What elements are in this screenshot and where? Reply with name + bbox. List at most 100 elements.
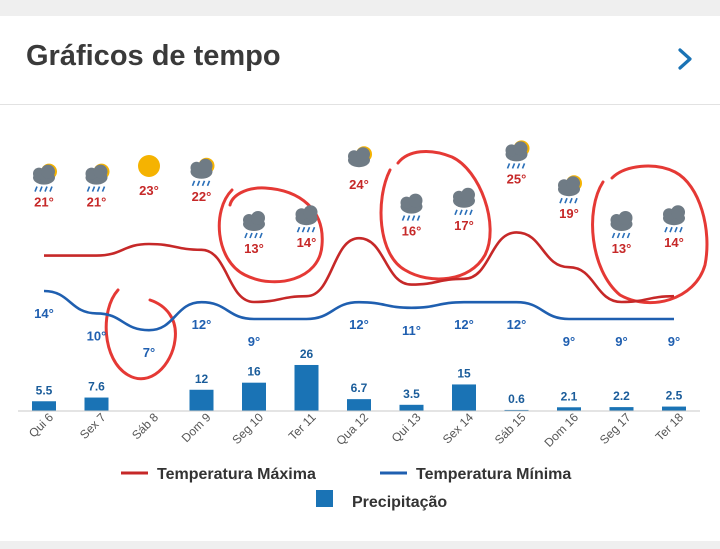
min-temp-label: 9° <box>668 334 680 349</box>
max-temp-label: 19° <box>559 206 579 221</box>
precip-label: 2.5 <box>666 389 683 403</box>
precip-bar <box>242 382 266 411</box>
x-tick-label: Dom 16 <box>542 410 582 450</box>
rain-drops-icon <box>611 232 631 239</box>
min-temp-label: 11° <box>402 323 421 338</box>
card-title: Gráficos de tempo <box>26 40 281 72</box>
precip-bar <box>662 406 686 411</box>
precip-bar <box>347 399 371 411</box>
min-temp-label: 12° <box>192 317 212 332</box>
precip-bar <box>504 409 529 411</box>
max-temp-label: 21° <box>34 195 54 210</box>
legend-min-label: Temperatura Mínima <box>416 466 571 483</box>
rain-cloud-sun-icon <box>558 175 582 204</box>
cloud-icon-part <box>453 187 475 208</box>
precip-bar <box>452 384 476 411</box>
precip-bar <box>609 407 634 411</box>
x-tick-label: Sex 7 <box>77 410 109 442</box>
rain-drops-icon <box>244 232 263 239</box>
precip-label: 15 <box>457 366 471 380</box>
cloud-icon-part <box>505 141 528 162</box>
rain-cloud-icon <box>610 211 633 239</box>
max-temp-label: 14° <box>664 235 684 250</box>
precip-bar <box>399 404 424 411</box>
x-tick-label: Ter 18 <box>653 410 687 444</box>
min-temp-label: 9° <box>615 334 627 349</box>
precip-label: 16 <box>247 365 261 379</box>
rain-cloud-icon <box>453 187 475 216</box>
min-temp-line <box>43 289 674 332</box>
annotation-scribble <box>104 288 177 381</box>
min-temp-label: 7° <box>143 345 155 360</box>
max-temp-label: 13° <box>244 241 264 256</box>
max-temp-label: 17° <box>454 218 474 233</box>
max-temp-label: 25° <box>507 171 527 186</box>
x-tick-label: Sex 14 <box>440 410 477 447</box>
sun-icon <box>138 155 160 177</box>
min-temp-label: 9° <box>563 334 575 349</box>
max-temp-label: 22° <box>192 189 212 204</box>
precip-label: 2.1 <box>561 389 578 403</box>
annotation-scribble <box>591 164 709 305</box>
rain-cloud-sun-icon <box>85 163 110 193</box>
chevron-right-icon[interactable] <box>672 44 698 74</box>
card-header[interactable]: Gráficos de tempo <box>0 16 720 105</box>
legend-precip-swatch <box>316 490 333 507</box>
legend-max-label: Temperatura Máxima <box>157 466 316 483</box>
precip-label: 3.5 <box>403 387 420 401</box>
rain-drops-icon <box>506 162 526 170</box>
rain-cloud-icon <box>243 211 265 239</box>
cloud-icon-part <box>400 193 423 214</box>
rain-drops-icon <box>454 209 473 216</box>
precip-label: 2.2 <box>613 389 630 403</box>
rain-drops-icon <box>401 214 421 222</box>
precip-bar <box>557 407 581 411</box>
annotation-scribble <box>379 150 492 281</box>
rain-cloud-icon <box>663 205 685 233</box>
x-tick-label: Qui 13 <box>389 410 424 445</box>
x-tick-label: Dom 9 <box>179 410 214 445</box>
cloud-sun-icon <box>348 146 372 168</box>
max-temp-label: 13° <box>612 241 632 256</box>
x-tick-label: Seg 17 <box>597 410 634 447</box>
min-temp-label: 12° <box>349 317 369 332</box>
min-temp-label: 10° <box>87 328 107 343</box>
x-tick-label: Ter 11 <box>286 410 319 443</box>
cloud-icon-part <box>558 176 580 197</box>
rain-drops-icon <box>86 185 106 193</box>
precip-bar <box>32 401 56 411</box>
x-tick-label: Qua 12 <box>333 410 371 448</box>
min-temp-label: 9° <box>248 334 260 349</box>
rain-cloud-sun-icon <box>505 140 530 170</box>
precip-label: 12 <box>195 372 209 386</box>
min-temp-label: 12° <box>454 317 474 332</box>
precip-bar <box>294 364 319 411</box>
annotation-scribble <box>217 186 324 284</box>
max-temp-label: 14° <box>297 235 317 250</box>
max-temp-line <box>44 231 675 304</box>
min-temp-label: 14° <box>34 306 54 321</box>
cloud-icon-part <box>190 158 213 179</box>
rain-cloud-icon <box>400 193 423 222</box>
cloud-icon-part <box>33 164 55 185</box>
rain-drops-icon <box>34 185 53 193</box>
precip-label: 0.6 <box>508 392 525 406</box>
rain-drops-icon <box>296 226 316 233</box>
precip-bar <box>84 397 109 411</box>
legend-precip-label: Precipitação <box>352 494 447 511</box>
rain-cloud-sun-icon <box>33 163 57 193</box>
min-temp-label: 12° <box>507 317 527 332</box>
x-tick-label: Sáb 8 <box>129 410 161 442</box>
x-tick-label: Seg 10 <box>229 410 266 447</box>
rain-cloud-sun-icon <box>190 157 215 187</box>
bottom-strip <box>0 541 720 549</box>
rain-drops-icon <box>559 197 578 204</box>
precip-label: 26 <box>300 347 314 361</box>
rain-cloud-icon <box>295 205 318 233</box>
cloud-icon-part <box>295 205 318 226</box>
max-temp-label: 23° <box>139 183 159 198</box>
cloud-icon-part <box>663 205 685 226</box>
max-temp-label: 24° <box>349 177 369 192</box>
precip-label: 6.7 <box>351 381 368 395</box>
